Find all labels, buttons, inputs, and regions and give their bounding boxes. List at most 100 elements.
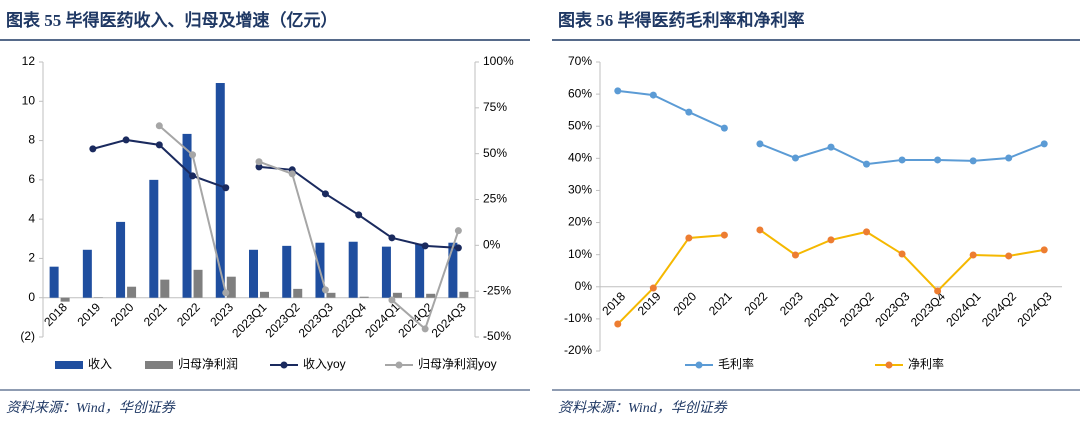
marker [720, 124, 728, 132]
marker [756, 140, 764, 148]
x-tick-label: 2023Q3 [296, 300, 336, 340]
y2-tick-label: 25% [483, 192, 507, 206]
marker [685, 234, 693, 242]
marker [155, 122, 163, 130]
y-tick-label: -20% [564, 343, 592, 357]
bar [448, 242, 458, 298]
marker [614, 87, 622, 95]
bar [193, 269, 203, 298]
y-tick-label: 10 [22, 93, 36, 107]
x-tick-label: 2022 [174, 300, 203, 329]
y-tick-label: 2 [28, 251, 35, 265]
marker [649, 91, 657, 99]
x-tick-label: 2023 [207, 300, 236, 329]
legend-label: 归母净利润yoy [418, 357, 497, 371]
y-tick-label: 10% [568, 247, 592, 261]
bar [348, 241, 358, 298]
x-tick-label: 2024Q3 [429, 300, 469, 340]
marker [827, 236, 835, 244]
bar [215, 83, 225, 298]
legend-label: 净利率 [908, 356, 944, 371]
x-tick-label: 2023Q4 [908, 289, 948, 329]
marker [255, 163, 263, 171]
legend-label: 归母净利润 [178, 357, 238, 371]
x-tick-label: 2021 [141, 300, 170, 329]
marker [969, 157, 977, 165]
x-tick-label: 2024Q1 [943, 289, 983, 329]
x-tick-label: 2023Q2 [837, 289, 877, 329]
marker [321, 286, 329, 294]
chart-title: 图表 55 毕得医药收入、归母及增速（亿元） [6, 10, 338, 30]
y-tick-label: 70% [568, 54, 592, 68]
legend-swatch [695, 361, 703, 369]
x-tick-label: 2023Q1 [801, 289, 841, 329]
x-tick-label: 2021 [706, 289, 735, 318]
x-tick-label: 2023Q2 [262, 300, 302, 340]
bar [359, 296, 369, 298]
bar [49, 266, 59, 298]
marker [388, 234, 396, 242]
bar [127, 286, 137, 298]
marker [614, 320, 622, 328]
marker [898, 156, 906, 164]
x-tick-label: 2022 [742, 289, 771, 318]
marker [355, 211, 363, 219]
bar [282, 245, 292, 298]
chart-title: 图表 56 毕得医药毛利率和净利率 [558, 10, 805, 30]
y-tick-label: 0 [28, 290, 35, 304]
bar [415, 243, 425, 298]
marker [1040, 246, 1048, 254]
marker [685, 108, 693, 116]
x-tick-label: 2023Q1 [229, 300, 269, 340]
source: 资料来源：Wind，华创证券 [558, 400, 728, 416]
marker [898, 250, 906, 258]
marker [122, 136, 130, 144]
x-tick-label: 2024Q2 [979, 289, 1019, 329]
line [617, 234, 725, 325]
bar [182, 133, 192, 298]
line [759, 229, 1045, 293]
marker [421, 325, 429, 333]
marker [720, 231, 728, 239]
marker [454, 227, 462, 235]
bar [226, 276, 236, 298]
x-tick-label: 2020 [670, 289, 699, 318]
legend-label: 收入 [88, 357, 112, 371]
y-tick-label: 20% [568, 215, 592, 229]
bar [82, 249, 92, 298]
marker [454, 244, 462, 252]
x-tick-label: 2023Q4 [329, 300, 369, 340]
marker [321, 190, 329, 198]
bar [293, 288, 303, 298]
marker [791, 154, 799, 162]
x-tick-label: 2023Q3 [872, 289, 912, 329]
bar [381, 246, 391, 298]
y-tick-label: 6 [28, 172, 35, 186]
legend-swatch [55, 361, 83, 369]
y2-tick-label: -50% [483, 329, 511, 343]
marker [934, 287, 942, 295]
y-tick-label: 40% [568, 151, 592, 165]
legend-label: 毛利率 [718, 356, 754, 371]
legend-swatch [885, 361, 893, 369]
marker [827, 143, 835, 151]
y-tick-label: 4 [28, 211, 35, 225]
marker [421, 242, 429, 250]
x-tick-label: 2023 [777, 289, 806, 318]
marker [222, 289, 230, 297]
y-tick-label: 12 [22, 54, 36, 68]
bar [249, 249, 258, 298]
y-tick-label: 0% [575, 279, 593, 293]
marker [649, 284, 657, 292]
marker [255, 158, 263, 166]
y-tick-label: 30% [568, 183, 592, 197]
x-tick-label: 2024Q1 [362, 300, 402, 340]
y2-tick-label: -25% [483, 283, 511, 297]
marker [189, 172, 197, 180]
source: 资料来源：Wind，华创证券 [6, 400, 176, 416]
legend-label: 收入yoy [303, 357, 346, 371]
bar [60, 297, 70, 302]
bar [426, 293, 436, 298]
legend-swatch [395, 361, 403, 369]
